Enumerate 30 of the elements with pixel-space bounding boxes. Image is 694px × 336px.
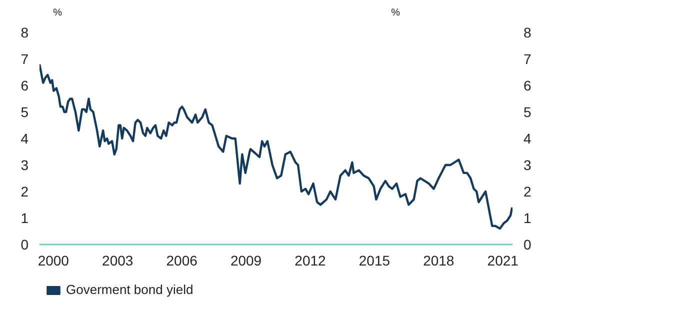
y2-tick-label: 7 [524, 51, 532, 67]
x-tick-label: 2015 [358, 252, 390, 268]
x-tick-label: 2018 [423, 252, 454, 268]
y-tick-label: 2 [20, 184, 29, 200]
x-tick-label: 2009 [230, 252, 262, 268]
y2-tick-label: 1 [524, 210, 532, 226]
x-tick-label: 2006 [166, 252, 198, 268]
y-tick-label: 5 [20, 104, 29, 120]
x-tick-label: 2000 [38, 252, 70, 268]
line-series [40, 63, 512, 230]
y2-tick-label: 2 [524, 184, 532, 200]
y2-tick-label: 6 [524, 78, 532, 94]
y2-tick-label: 4 [524, 130, 532, 146]
legend-label: Goverment bond yield [66, 282, 194, 297]
y-tick-label: 4 [20, 130, 29, 146]
y-axis-title: % [53, 8, 62, 18]
y2-tick-label: 5 [524, 104, 532, 120]
y2-tick-label: 8 [524, 24, 532, 40]
y-tick-label: 1 [20, 210, 29, 226]
y-tick-label: 7 [20, 51, 29, 67]
y2-tick-label: 0 [524, 236, 532, 252]
y2-axis-title: % [391, 8, 400, 18]
x-tick-label: 2012 [294, 252, 326, 268]
x-tick-label: 2021 [487, 252, 519, 268]
y2-tick-label: 3 [524, 157, 532, 173]
y-tick-label: 8 [20, 24, 29, 40]
y-tick-label: 6 [20, 78, 29, 94]
x-tick-label: 2003 [102, 252, 134, 268]
y-tick-label: 0 [20, 236, 29, 252]
y-tick-label: 3 [20, 157, 29, 173]
